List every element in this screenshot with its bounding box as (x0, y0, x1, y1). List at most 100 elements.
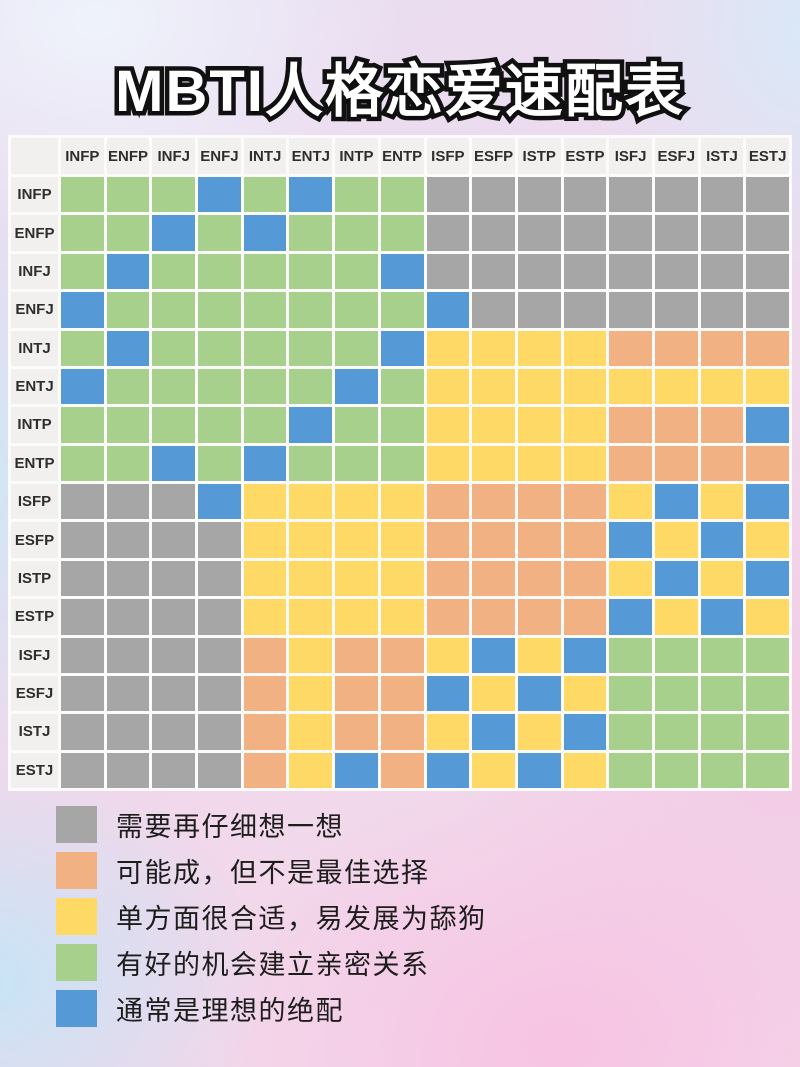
legend-swatch-o (56, 852, 97, 889)
cell-istp-entj (289, 560, 333, 597)
cell-isfj-istj (700, 637, 744, 673)
cell-isfp-isfp (426, 484, 470, 520)
cell-estp-intp (335, 599, 378, 635)
cell-intj-istp (517, 330, 561, 366)
cell-esfp-intj (243, 522, 287, 558)
cell-istj-infp (61, 714, 104, 750)
cell-infp-infp (61, 177, 104, 213)
cell-infj-esfp (472, 253, 515, 290)
cell-entj-intp (335, 368, 378, 405)
cell-entj-istp (517, 368, 561, 405)
cell-entp-estj (746, 445, 789, 481)
row-header-esfj: ESFJ (11, 675, 58, 712)
cell-intp-estp (563, 407, 607, 443)
cell-entp-entp (380, 445, 424, 481)
cell-estp-infp (61, 599, 104, 635)
cell-isfp-istp (517, 484, 561, 520)
cell-isfj-estp (563, 637, 607, 673)
cell-isfp-enfp (106, 484, 150, 520)
cell-esfj-estp (563, 675, 607, 712)
cell-entj-isfj (609, 368, 652, 405)
cell-isfp-esfj (654, 484, 698, 520)
cell-isfj-isfj (609, 637, 652, 673)
cell-istp-intj (243, 560, 287, 597)
cell-intj-estp (563, 330, 607, 366)
legend-label-o: 可能成，但不是最佳选择 (116, 858, 430, 888)
cell-esfj-isfj (609, 675, 652, 712)
row-header-istj: ISTJ (11, 714, 58, 750)
cell-istp-isfj (609, 560, 652, 597)
legend: 需要再仔细想一想 可能成，但不是最佳选择 单方面很合适，易发展为舔狗 有好的机会建立亲… (56, 806, 487, 1027)
cell-intj-esfp (472, 330, 515, 366)
col-header-infp: INFP (61, 138, 104, 174)
row-header-intj: INTJ (11, 330, 58, 366)
cell-infj-estj (746, 253, 789, 290)
cell-infp-intp (335, 177, 378, 213)
cell-isfj-entj (289, 637, 333, 673)
cell-esfj-esfj (654, 675, 698, 712)
cell-isfp-estj (746, 484, 789, 520)
cell-istp-entp (380, 560, 424, 597)
cell-intp-intp (335, 407, 378, 443)
row-header-isfj: ISFJ (11, 637, 58, 673)
cell-entj-esfp (472, 368, 515, 405)
cell-enfp-intp (335, 215, 378, 251)
cell-enfp-infj (152, 215, 196, 251)
col-header-enfp: ENFP (106, 138, 150, 174)
cell-enfj-intp (335, 292, 378, 328)
cell-intp-estj (746, 407, 789, 443)
cell-enfp-istp (517, 215, 561, 251)
legend-swatch-y (56, 898, 97, 935)
cell-intj-entp (380, 330, 424, 366)
cell-intj-infp (61, 330, 104, 366)
cell-isfj-isfp (426, 637, 470, 673)
col-header-estp: ESTP (563, 138, 607, 174)
cell-entj-enfp (106, 368, 150, 405)
cell-istp-estj (746, 560, 789, 597)
legend-swatch-g (56, 944, 97, 981)
legend-label-y: 单方面很合适，易发展为舔狗 (116, 904, 487, 934)
cell-estp-isfp (426, 599, 470, 635)
cell-infj-infj (152, 253, 196, 290)
cell-istj-enfj (198, 714, 241, 750)
cell-infp-istp (517, 177, 561, 213)
cell-isfj-enfp (106, 637, 150, 673)
cell-esfj-enfj (198, 675, 241, 712)
cell-istj-entj (289, 714, 333, 750)
cell-isfj-esfp (472, 637, 515, 673)
row-header-estp: ESTP (11, 599, 58, 635)
cell-estj-entp (380, 752, 424, 788)
cell-estp-enfp (106, 599, 150, 635)
cell-intp-isfj (609, 407, 652, 443)
cell-esfj-intp (335, 675, 378, 712)
cell-infp-entp (380, 177, 424, 213)
cell-enfj-intj (243, 292, 287, 328)
cell-enfp-isfj (609, 215, 652, 251)
col-header-istj: ISTJ (700, 138, 744, 174)
cell-estj-infj (152, 752, 196, 788)
cell-intp-esfp (472, 407, 515, 443)
cell-esfp-esfj (654, 522, 698, 558)
cell-esfp-enfj (198, 522, 241, 558)
cell-entj-infp (61, 368, 104, 405)
cell-istp-estp (563, 560, 607, 597)
cell-enfp-istj (700, 215, 744, 251)
row-header-infj: INFJ (11, 253, 58, 290)
cell-infj-istp (517, 253, 561, 290)
row-header-infp: INFP (11, 177, 58, 213)
cell-intp-intj (243, 407, 287, 443)
cell-entp-intj (243, 445, 287, 481)
compatibility-matrix: INFP ENFP INFJ ENFJ INTJ ENTJ INTP ENTP ISFP ESFP… (8, 135, 792, 791)
cell-istj-entp (380, 714, 424, 750)
cell-esfp-isfp (426, 522, 470, 558)
cell-enfp-intj (243, 215, 287, 251)
cell-enfj-enfp (106, 292, 150, 328)
legend-swatch-b (56, 990, 97, 1027)
cell-esfj-esfp (472, 675, 515, 712)
cell-estj-enfp (106, 752, 150, 788)
legend-item-o: 可能成，但不是最佳选择 (56, 852, 487, 889)
legend-item-y: 单方面很合适，易发展为舔狗 (56, 898, 487, 935)
cell-estj-esfp (472, 752, 515, 788)
legend-item-b: 通常是理想的绝配 (56, 990, 487, 1027)
cell-infj-esfj (654, 253, 698, 290)
